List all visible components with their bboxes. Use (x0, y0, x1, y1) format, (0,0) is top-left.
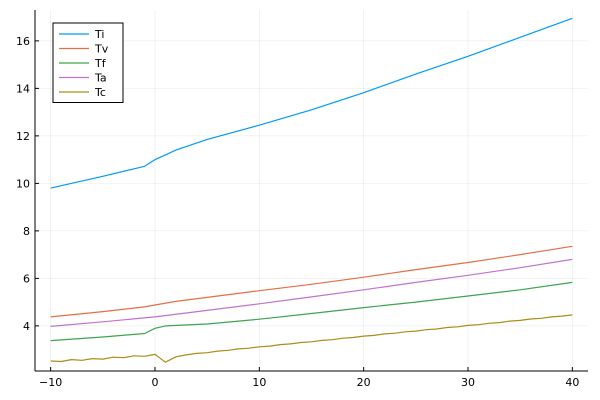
legend-label-tf: Tf (94, 57, 107, 70)
y-tick-label: 8 (23, 225, 30, 238)
series-line-tc (50, 314, 573, 363)
series-line-ti (50, 17, 573, 189)
y-tick-label: 14 (16, 82, 30, 95)
y-tick-label: 10 (16, 177, 30, 190)
legend-label-tv: Tv (94, 43, 109, 56)
legend-label-ti: Ti (94, 28, 104, 41)
y-tick-label: 6 (23, 272, 30, 285)
y-tick-label: 12 (16, 130, 30, 143)
x-tick-label: 20 (357, 376, 371, 389)
legend-label-tc: Tc (94, 86, 106, 99)
axes (34, 10, 588, 372)
y-axis-ticks: 4 6 8 10 12 14 16 (16, 35, 39, 333)
grid (35, 10, 588, 371)
y-tick-label: 4 (23, 320, 30, 333)
x-tick-label: 10 (252, 376, 266, 389)
x-tick-label: 40 (565, 376, 579, 389)
y-tick-label: 16 (16, 35, 30, 48)
x-tick-label: −10 (39, 376, 62, 389)
legend-label-ta: Ta (94, 72, 107, 85)
series-line-tf (50, 281, 573, 342)
series-line-ta (50, 258, 573, 327)
series-lines (50, 17, 573, 363)
series-line-tv (50, 245, 573, 318)
x-tick-label: 0 (151, 376, 158, 389)
x-axis-ticks: −10 0 10 20 30 40 (39, 367, 579, 389)
x-tick-label: 30 (461, 376, 475, 389)
